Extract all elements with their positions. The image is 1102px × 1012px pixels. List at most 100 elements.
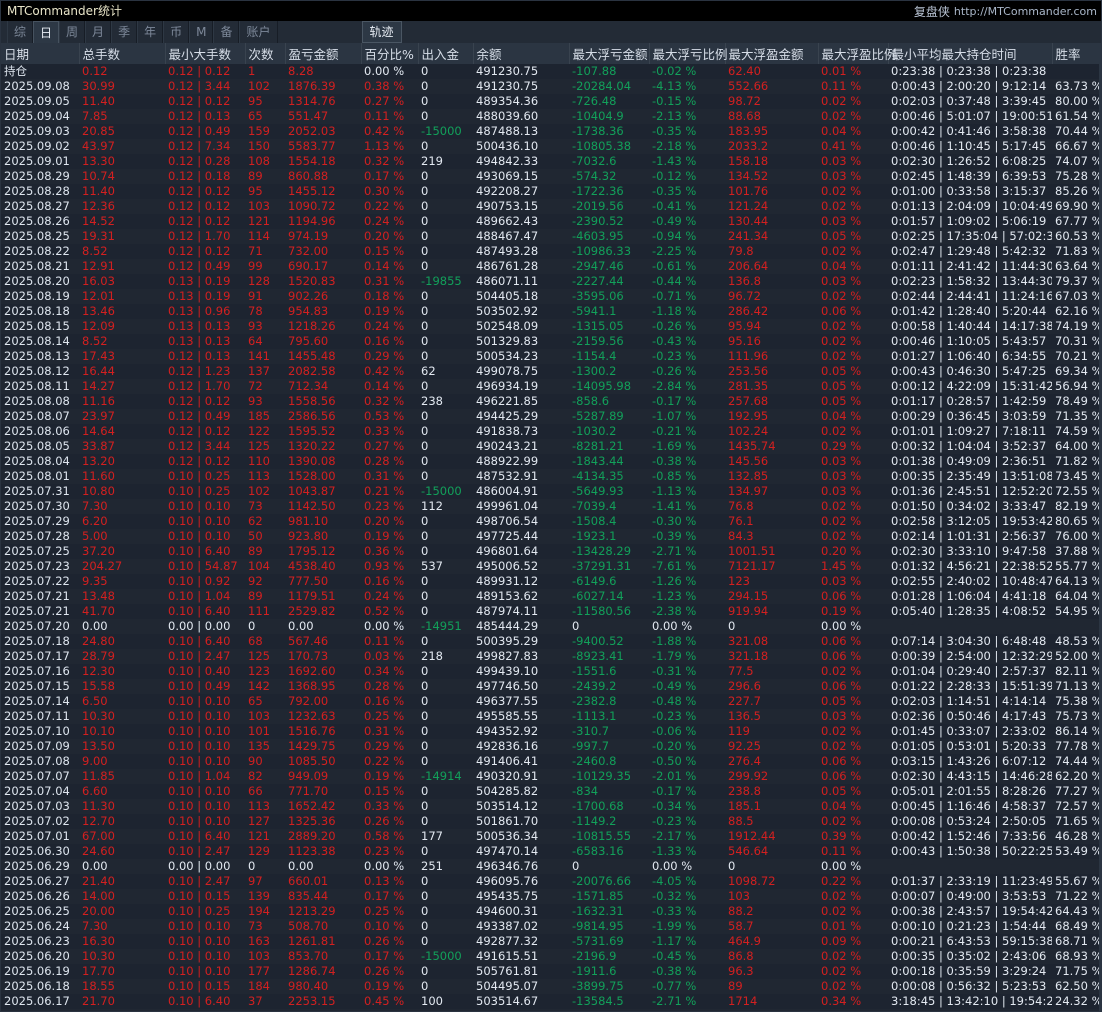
column-header-lots[interactable]: 总手数	[79, 43, 166, 64]
table-row[interactable]: 2025.07.03 11.30 0.10 | 0.10 113 1652.42 0.33…	[1, 799, 1101, 814]
cell-dep: 0	[418, 109, 473, 124]
table-row[interactable]: 2025.07.16 12.30 0.10 | 0.40 123 1692.60 0.34…	[1, 664, 1101, 679]
table-row[interactable]: 2025.07.30 7.30 0.10 | 0.10 73 1142.50 0.23 %…	[1, 499, 1101, 514]
table-row[interactable]: 2025.08.14 8.52 0.13 | 0.13 64 795.60 0.16 % 0…	[1, 334, 1101, 349]
cell-win: 64.04 %	[1052, 589, 1101, 604]
cell-minmax: 0.10 | 0.40	[165, 664, 245, 679]
watermark-url[interactable]: http://MTCommander.com	[953, 4, 1097, 18]
tab-3[interactable]: 月	[85, 21, 112, 43]
table-row[interactable]: 2025.07.18 24.80 0.10 | 6.40 68 567.46 0.11 %…	[1, 634, 1101, 649]
cell-dep: 251	[418, 859, 473, 874]
table-row[interactable]: 2025.08.04 13.20 0.12 | 0.12 110 1390.08 0.28…	[1, 454, 1101, 469]
table-row[interactable]: 2025.06.17 21.70 0.10 | 6.40 37 2253.15 0.45 …	[1, 994, 1101, 1009]
table-row[interactable]: 2025.08.12 16.44 0.12 | 1.23 137 2082.58 0.42…	[1, 364, 1101, 379]
table-row[interactable]: 2025.06.25 20.00 0.10 | 0.25 194 1213.29 0.25…	[1, 904, 1101, 919]
table-row[interactable]: 2025.07.11 10.30 0.10 | 0.10 103 1232.63 0.25…	[1, 709, 1101, 724]
table-row[interactable]: 持仓 0.12 0.12 | 0.12 1 8.28 0.00 % 0 491230.75 -1…	[1, 64, 1101, 79]
table-row[interactable]: 2025.07.21 41.70 0.10 | 6.40 111 2529.82 0.52…	[1, 604, 1101, 619]
table-row[interactable]: 2025.06.30 24.60 0.10 | 2.47 129 1123.38 0.23…	[1, 844, 1101, 859]
tab-5[interactable]: 年	[137, 21, 164, 43]
table-row[interactable]: 2025.08.28 11.40 0.12 | 0.12 95 1455.12 0.30 …	[1, 184, 1101, 199]
table-row[interactable]: 2025.07.21 13.48 0.10 | 1.04 89 1179.51 0.24 …	[1, 589, 1101, 604]
table-row[interactable]: 2025.08.05 33.87 0.12 | 3.44 125 1320.22 0.27…	[1, 439, 1101, 454]
table-row[interactable]: 2025.07.25 37.20 0.10 | 6.40 89 1795.12 0.36 …	[1, 544, 1101, 559]
tab-trail[interactable]: 轨迹	[361, 21, 402, 43]
column-header-dep[interactable]: 出入金	[418, 43, 474, 64]
table-row[interactable]: 2025.09.04 7.85 0.12 | 0.13 65 551.47 0.11 % 0…	[1, 109, 1101, 124]
column-header-pct[interactable]: 百分比%	[361, 43, 419, 64]
tab-1[interactable]: 日	[33, 21, 60, 43]
table-row[interactable]: 2025.08.07 23.97 0.12 | 0.49 185 2586.56 0.53…	[1, 409, 1101, 424]
table-row[interactable]: 2025.08.27 12.36 0.12 | 0.12 103 1090.72 0.22…	[1, 199, 1101, 214]
table-row[interactable]: 2025.08.21 12.91 0.12 | 0.49 99 690.17 0.14 %…	[1, 259, 1101, 274]
cell-mrrp: 0.06 %	[818, 304, 888, 319]
table-row[interactable]: 2025.07.17 28.79 0.10 | 2.47 125 170.73 0.03 …	[1, 649, 1101, 664]
column-header-minmax[interactable]: 最小大手数	[165, 43, 246, 64]
table-row[interactable]: 2025.07.08 9.00 0.10 | 0.10 90 1085.50 0.22 %…	[1, 754, 1101, 769]
table-row[interactable]: 2025.08.13 17.43 0.12 | 0.13 141 1455.48 0.29…	[1, 349, 1101, 364]
table-row[interactable]: 2025.09.05 11.40 0.12 | 0.12 95 1314.76 0.27 …	[1, 94, 1101, 109]
column-header-bal[interactable]: 余额	[473, 43, 570, 64]
table-row[interactable]: 2025.07.14 6.50 0.10 | 0.10 65 792.00 0.16 % 0…	[1, 694, 1101, 709]
table-row[interactable]: 2025.08.15 12.09 0.13 | 0.13 93 1218.26 0.24 …	[1, 319, 1101, 334]
table-row[interactable]: 2025.07.10 10.10 0.10 | 0.10 101 1516.76 0.31…	[1, 724, 1101, 739]
tab-2[interactable]: 周	[59, 21, 86, 43]
table-row[interactable]: 2025.06.23 16.30 0.10 | 0.10 163 1261.81 0.26…	[1, 934, 1101, 949]
table-row[interactable]: 2025.06.27 21.40 0.10 | 2.47 97 660.01 0.13 %…	[1, 874, 1101, 889]
table-row[interactable]: 2025.07.02 12.70 0.10 | 0.10 127 1325.36 0.26…	[1, 814, 1101, 829]
table-row[interactable]: 2025.07.15 15.58 0.10 | 0.49 142 1368.95 0.28…	[1, 679, 1101, 694]
column-header-hold[interactable]: 最小平均最大持仓时间	[888, 43, 1053, 64]
statistics-table-wrap[interactable]: 日期 总手数 最小大手数 次数 盈亏金额 百分比% 出入金 余额 最大浮亏金额 最大浮亏比例 最大浮…	[1, 43, 1101, 1011]
table-row[interactable]: 2025.08.29 10.74 0.12 | 0.18 89 860.88 0.17 %…	[1, 169, 1101, 184]
cell-times: 110	[245, 454, 285, 469]
table-row[interactable]: 2025.06.18 18.55 0.10 | 0.15 184 980.40 0.19 …	[1, 979, 1101, 994]
column-header-mrr[interactable]: 最大浮盈金额	[725, 43, 819, 64]
table-row[interactable]: 2025.07.22 9.35 0.10 | 0.92 92 777.50 0.16 % 0…	[1, 574, 1101, 589]
table-row[interactable]: 2025.09.08 30.99 0.12 | 3.44 102 1876.39 0.38…	[1, 79, 1101, 94]
table-row[interactable]: 2025.08.22 8.52 0.12 | 0.12 71 732.00 0.15 % 0…	[1, 244, 1101, 259]
column-header-times[interactable]: 次数	[245, 43, 286, 64]
column-header-pl[interactable]: 盈亏金额	[285, 43, 362, 64]
column-header-mddp[interactable]: 最大浮亏比例	[649, 43, 728, 64]
table-row[interactable]: 2025.07.07 11.85 0.10 | 1.04 82 949.09 0.19 %…	[1, 769, 1101, 784]
table-row[interactable]: 2025.08.08 11.16 0.12 | 0.12 93 1558.56 0.32 …	[1, 394, 1101, 409]
tab-0[interactable]: 综	[7, 21, 34, 43]
column-header-win[interactable]: 胜率	[1052, 43, 1101, 64]
tab-8[interactable]: 备	[213, 21, 240, 43]
table-row[interactable]: 2025.06.24 7.30 0.10 | 0.10 73 508.70 0.10 % 0…	[1, 919, 1101, 934]
column-header-mrrp[interactable]: 最大浮盈比例	[818, 43, 897, 64]
table-row[interactable]: 2025.08.18 13.46 0.13 | 0.96 78 954.83 0.19 %…	[1, 304, 1101, 319]
table-row[interactable]: 2025.06.29 0.00 0.00 | 0.00 0 0.00 0.00 % 251 4…	[1, 859, 1101, 874]
table-row[interactable]: 2025.07.29 6.20 0.10 | 0.10 62 981.10 0.20 % 0…	[1, 514, 1101, 529]
table-row[interactable]: 2025.08.11 14.27 0.12 | 1.70 72 712.34 0.14 %…	[1, 379, 1101, 394]
table-row[interactable]: 2025.09.03 20.85 0.12 | 0.49 159 2052.03 0.42…	[1, 124, 1101, 139]
table-row[interactable]: 2025.08.26 14.52 0.12 | 0.12 121 1194.96 0.24…	[1, 214, 1101, 229]
vertical-scrollbar[interactable]	[1099, 43, 1101, 1011]
table-row[interactable]: 2025.08.01 11.60 0.10 | 0.25 113 1528.00 0.31…	[1, 469, 1101, 484]
cell-mrr: 286.42	[725, 304, 818, 319]
table-row[interactable]: 2025.08.06 14.64 0.12 | 0.12 122 1595.52 0.33…	[1, 424, 1101, 439]
cell-mrr: 206.64	[725, 259, 818, 274]
table-row[interactable]: 2025.08.19 12.01 0.13 | 0.19 91 902.26 0.18 %…	[1, 289, 1101, 304]
tab-7[interactable]: M	[189, 21, 214, 43]
table-row[interactable]: 2025.07.23 204.27 0.10 | 54.87 104 4538.40 0.…	[1, 559, 1101, 574]
table-row[interactable]: 2025.06.20 10.30 0.10 | 0.10 103 853.70 0.17 …	[1, 949, 1101, 964]
table-row[interactable]: 2025.07.04 6.60 0.10 | 0.10 66 771.70 0.15 % 0…	[1, 784, 1101, 799]
table-row[interactable]: 2025.08.20 16.03 0.13 | 0.19 128 1520.83 0.31…	[1, 274, 1101, 289]
table-row[interactable]: 2025.09.01 13.30 0.12 | 0.28 108 1554.18 0.32…	[1, 154, 1101, 169]
table-row[interactable]: 2025.07.20 0.00 0.00 | 0.00 0 0.00 0.00 % -149…	[1, 619, 1101, 634]
table-row[interactable]: 2025.07.09 13.50 0.10 | 0.10 135 1429.75 0.29…	[1, 739, 1101, 754]
tab-9[interactable]: 账户	[239, 21, 278, 43]
table-row[interactable]: 2025.08.25 19.31 0.12 | 1.70 114 974.19 0.20 …	[1, 229, 1101, 244]
tab-4[interactable]: 季	[111, 21, 138, 43]
tab-6[interactable]: 币	[163, 21, 190, 43]
column-header-date[interactable]: 日期	[1, 43, 80, 64]
table-row[interactable]: 2025.07.01 67.00 0.10 | 6.40 121 2889.20 0.58…	[1, 829, 1101, 844]
table-row[interactable]: 2025.07.28 5.00 0.10 | 0.10 50 923.80 0.19 % 0…	[1, 529, 1101, 544]
table-row[interactable]: 2025.06.19 17.70 0.10 | 0.10 177 1286.74 0.26…	[1, 964, 1101, 979]
table-row[interactable]: 2025.07.31 10.80 0.10 | 0.25 102 1043.87 0.21…	[1, 484, 1101, 499]
table-row[interactable]: 2025.06.26 14.00 0.10 | 0.15 139 835.44 0.17 …	[1, 889, 1101, 904]
table-row[interactable]: 2025.09.02 43.97 0.12 | 7.34 150 5583.77 1.13…	[1, 139, 1101, 154]
column-header-mdd[interactable]: 最大浮亏金额	[569, 43, 650, 64]
table-row[interactable]: 2025.06.165.900.10 | 0.1059501.000.10 %0…	[1, 1009, 1101, 1011]
